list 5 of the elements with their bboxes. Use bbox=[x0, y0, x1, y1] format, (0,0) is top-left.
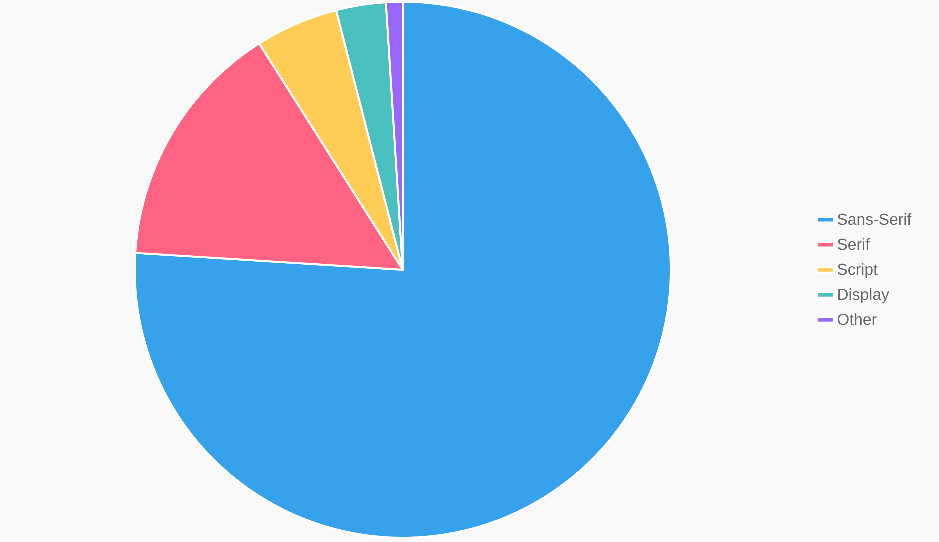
legend-label: Display bbox=[838, 288, 890, 304]
legend-label: Serif bbox=[838, 238, 870, 250]
legend-label: Other bbox=[838, 314, 877, 326]
legend-label: Sans-Serif bbox=[838, 213, 912, 226]
legend-label: Script bbox=[838, 263, 878, 278]
